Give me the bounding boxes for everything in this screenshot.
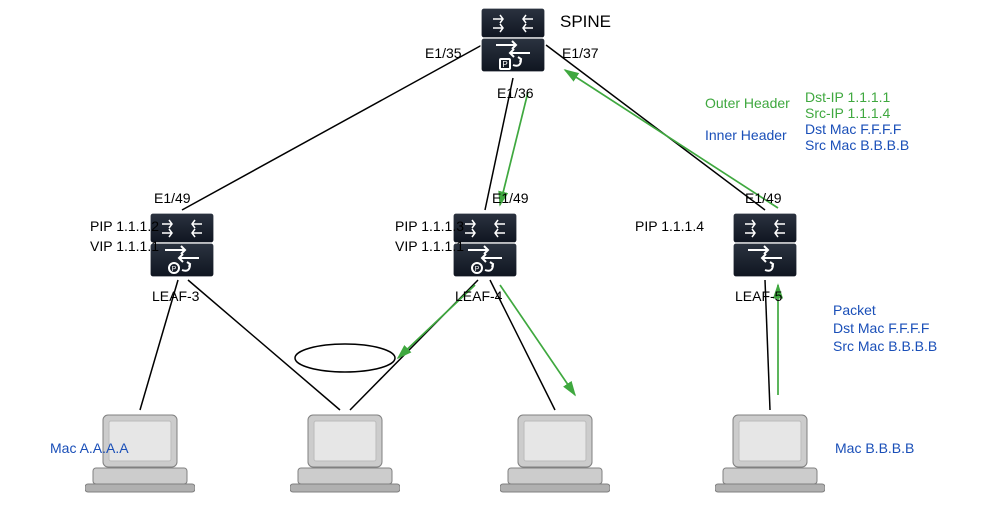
leaf3-vip: VIP 1.1.1.1 [90,238,159,254]
leaf5-pip: PIP 1.1.1.4 [635,218,704,234]
svg-text:P: P [172,266,177,273]
packet-dstmac: Dst Mac F.F.F.F [833,320,929,336]
inner-header-title: Inner Header [705,127,787,143]
leaf5-label: LEAF-5 [735,288,782,304]
svg-text:P: P [475,266,480,273]
host2-laptop [290,410,400,495]
port-e149-leaf5: E1/49 [745,190,782,206]
host1-mac: Mac A.A.A.A [50,440,129,456]
leaf5-switch [730,210,800,280]
host4-laptop [715,410,825,495]
leaf3-pip: PIP 1.1.1.2 [90,218,159,234]
spine-switch: P [478,5,548,75]
host4-mac: Mac B.B.B.B [835,440,914,456]
leaf4-vip: VIP 1.1.1.1 [395,238,464,254]
svg-text:P: P [502,60,507,69]
port-e149-leaf4: E1/49 [492,190,529,206]
spine-label: SPINE [560,12,611,32]
leaf4-pip: PIP 1.1.1.3 [395,218,464,234]
outer-header-dstip: Dst-IP 1.1.1.1 [805,89,890,105]
port-e135: E1/35 [425,45,462,61]
host3-laptop [500,410,610,495]
port-e149-leaf3: E1/49 [154,190,191,206]
leaf4-label: LEAF-4 [455,288,502,304]
inner-header-dstmac: Dst Mac F.F.F.F [805,121,901,137]
packet-title: Packet [833,302,876,318]
port-e136: E1/36 [497,85,534,101]
packet-srcmac: Src Mac B.B.B.B [833,338,937,354]
outer-header-srcip: Src-IP 1.1.1.4 [805,105,890,121]
leaf3-label: LEAF-3 [152,288,199,304]
port-e137: E1/37 [562,45,599,61]
inner-header-srcmac: Src Mac B.B.B.B [805,137,909,153]
outer-header-title: Outer Header [705,95,790,111]
